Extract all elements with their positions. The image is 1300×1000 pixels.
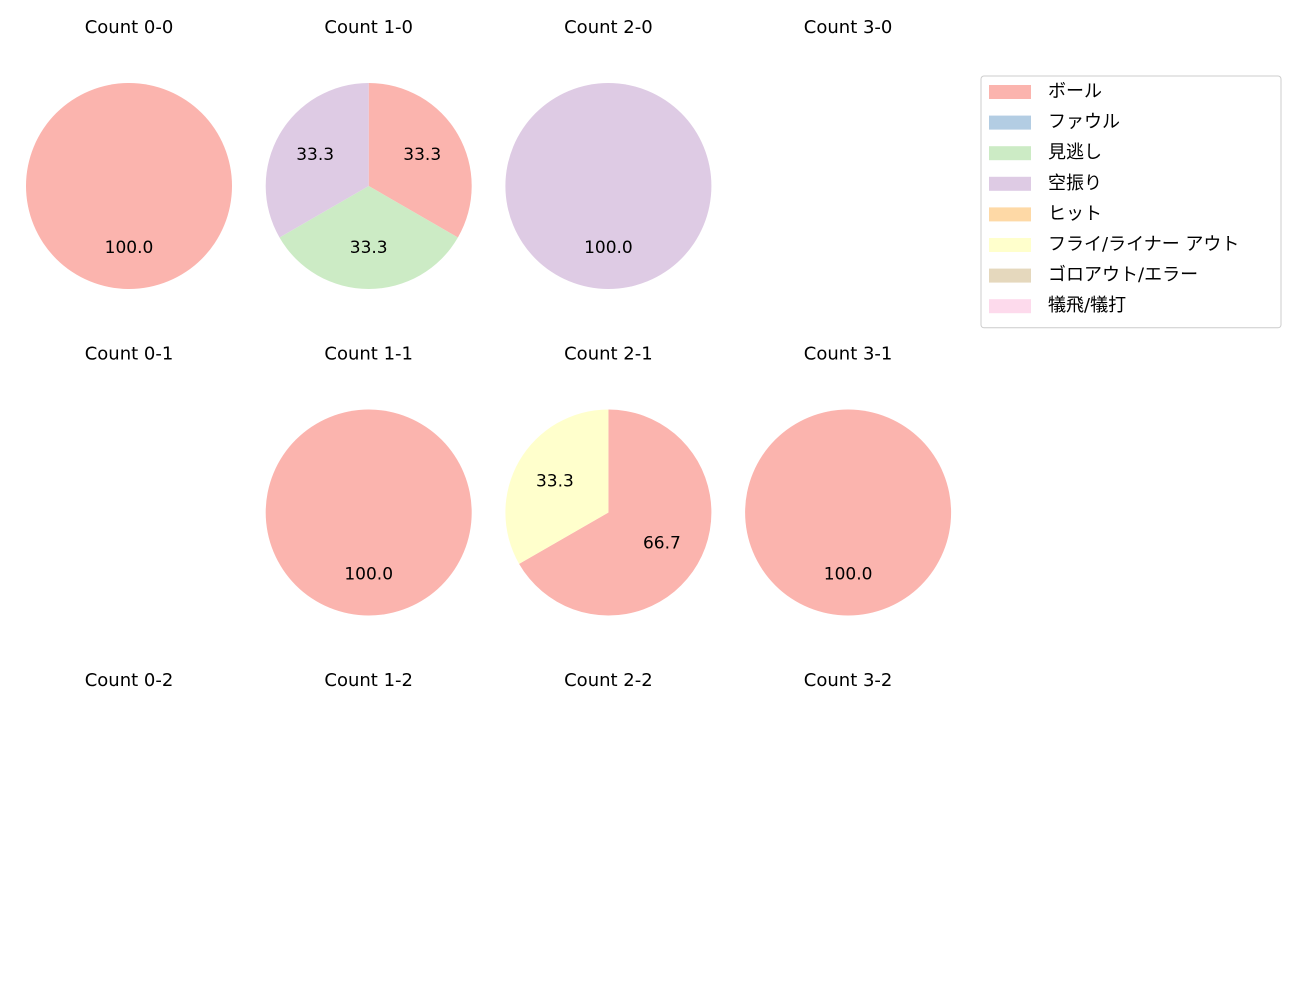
legend-swatch xyxy=(989,268,1031,283)
pie-slice xyxy=(26,83,232,289)
pie-slice xyxy=(368,83,472,238)
chart-title: Count 3-1 xyxy=(804,344,893,365)
legend-swatch xyxy=(989,238,1031,252)
data-label: 100.0 xyxy=(105,238,154,258)
legend-label: ヒット xyxy=(1048,203,1102,224)
legend-label: フライ/ライナー アウト xyxy=(1048,234,1239,255)
chart-title: Count 2-0 xyxy=(564,17,653,38)
data-label: 33.3 xyxy=(296,145,334,165)
legend-swatch xyxy=(989,85,1031,99)
chart-title: Count 1-1 xyxy=(324,344,413,365)
chart-title: Count 3-2 xyxy=(804,670,893,691)
pie-slice xyxy=(265,409,472,616)
chart-title: Count 0-2 xyxy=(85,670,174,691)
chart-title: Count 2-1 xyxy=(564,344,653,365)
data-label: 33.3 xyxy=(536,472,574,492)
chart-title: Count 0-1 xyxy=(85,344,174,365)
legend-label: ファウル xyxy=(1048,112,1120,133)
legend-swatch xyxy=(989,115,1031,130)
data-label: 33.3 xyxy=(403,145,441,165)
data-label: 66.7 xyxy=(643,533,681,553)
chart-title: Count 0-0 xyxy=(85,17,174,38)
pie-slice xyxy=(265,83,369,238)
data-label: 100.0 xyxy=(344,564,393,584)
chart-title: Count 3-0 xyxy=(804,17,893,38)
pie-slice xyxy=(505,83,712,289)
legend-label: 空振り xyxy=(1048,173,1102,194)
legend-label: ゴロアウト/エラー xyxy=(1048,265,1198,286)
legend-swatch xyxy=(989,207,1031,222)
legend-swatch xyxy=(989,176,1031,191)
data-label: 33.3 xyxy=(350,238,388,258)
data-label: 100.0 xyxy=(824,564,873,584)
chart-title: Count 1-2 xyxy=(324,670,413,691)
data-label: 100.0 xyxy=(584,238,633,258)
pie-slice xyxy=(519,409,712,616)
legend-swatch xyxy=(989,299,1031,314)
legend-box xyxy=(980,75,1282,329)
legend-label: ボール xyxy=(1048,81,1102,102)
chart-title: Count 1-0 xyxy=(324,17,413,38)
legend-label: 見逃し xyxy=(1048,142,1102,163)
pie-slice xyxy=(745,409,952,616)
chart-title: Count 2-2 xyxy=(564,670,653,691)
legend-label: 犠飛/犠打 xyxy=(1048,295,1126,316)
pie-slice xyxy=(505,409,609,564)
legend-swatch xyxy=(989,146,1031,161)
